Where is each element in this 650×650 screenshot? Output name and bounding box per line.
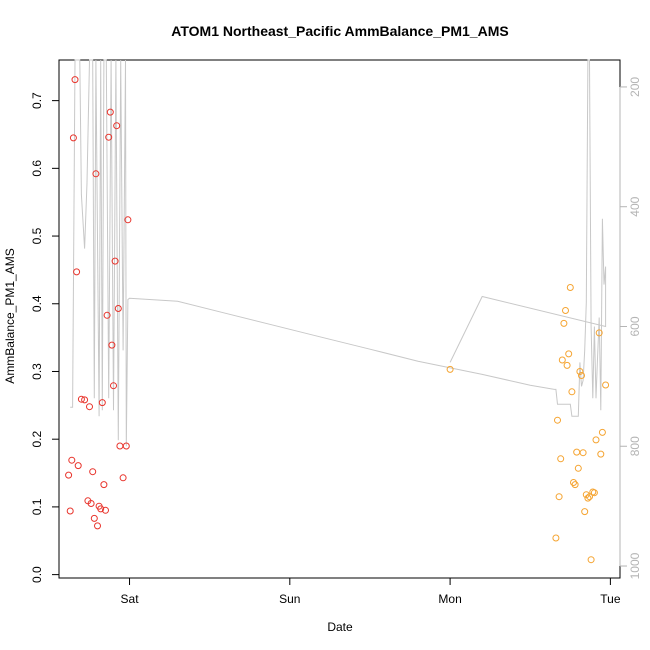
- data-point-series-2: [571, 481, 579, 489]
- data-point-series-1: [87, 500, 95, 507]
- data-point-series-1: [111, 257, 119, 265]
- data-point-series-1: [90, 514, 98, 522]
- data-point-series-2: [595, 329, 603, 337]
- data-point-series-1: [77, 395, 85, 403]
- y2-axis: 200 400 600 800 1000: [619, 77, 642, 579]
- y2-tick-label: 800: [628, 436, 642, 456]
- data-point-series-2: [558, 356, 566, 364]
- data-point-series-2: [574, 464, 582, 472]
- data-point-series-2: [557, 455, 565, 463]
- data-point-series-1: [94, 522, 101, 530]
- y2-tick-label: 1000: [628, 552, 642, 579]
- data-point-series-2: [584, 494, 592, 502]
- y-tick-label: 0.2: [30, 431, 44, 448]
- plot-frame: [58, 59, 621, 579]
- data-point-series-1: [71, 76, 79, 84]
- x-axis: Sat Sun Mon Tue: [121, 577, 621, 606]
- y-axis-label: AmmBalance_PM1_AMS: [3, 248, 17, 383]
- secondary-line-series: [70, 59, 607, 447]
- data-point-series-2: [555, 493, 563, 501]
- plot-box: [58, 59, 621, 579]
- data-point-series-1: [86, 403, 93, 411]
- y2-tick-label: 600: [628, 316, 642, 336]
- data-point-series-1: [105, 133, 113, 141]
- data-point-series-1: [74, 462, 82, 470]
- data-point-series-1: [110, 382, 117, 390]
- data-point-series-1: [65, 471, 73, 479]
- data-point-series-1: [92, 170, 100, 178]
- data-point-series-2: [581, 508, 589, 516]
- data-point-series-2: [554, 416, 561, 424]
- data-point-series-1: [100, 481, 108, 489]
- data-point-series-1: [98, 399, 106, 407]
- y2-tick-label: 200: [628, 77, 642, 97]
- y-tick-label: 0.6: [30, 160, 44, 177]
- y2-tick-label: 400: [628, 196, 642, 216]
- data-point-series-2: [552, 534, 560, 542]
- data-point-series-2: [573, 448, 581, 456]
- data-point-series-1: [97, 505, 105, 513]
- data-point-series-1: [66, 507, 74, 515]
- data-point-series-2: [590, 489, 598, 497]
- data-point-series-1: [103, 311, 111, 319]
- data-point-series-2: [570, 479, 577, 486]
- line-series-layer: [70, 59, 607, 447]
- y-tick-label: 0.0: [30, 566, 44, 583]
- x-tick-label: Sat: [121, 592, 140, 606]
- y-tick-label: 0.5: [30, 227, 44, 244]
- data-point-series-1: [124, 216, 132, 224]
- x-tick-label: Mon: [438, 592, 461, 606]
- data-point-series-2: [563, 361, 571, 369]
- data-point-series-1: [114, 305, 122, 312]
- data-point-series-2: [598, 428, 606, 436]
- y-tick-label: 0.3: [30, 363, 44, 380]
- y-axis: 0.0 0.1 0.2 0.3 0.4 0.5 0.6 0.7: [30, 92, 60, 583]
- data-point-series-2: [579, 449, 587, 457]
- data-point-series-2: [562, 307, 569, 314]
- data-point-series-1: [69, 134, 77, 142]
- chart-title: ATOM1 Northeast_Pacific AmmBalance_PM1_A…: [171, 23, 508, 39]
- data-point-series-1: [89, 468, 97, 476]
- data-point-series-1: [122, 442, 130, 450]
- data-point-series-2: [568, 388, 576, 396]
- points-layer: [65, 76, 610, 564]
- data-point-series-2: [446, 365, 454, 373]
- x-axis-label: Date: [327, 620, 353, 634]
- y-tick-label: 0.7: [30, 92, 44, 109]
- data-point-series-2: [592, 436, 600, 444]
- data-point-series-1: [108, 341, 116, 349]
- data-point-series-1: [73, 268, 81, 276]
- data-point-series-2: [587, 556, 595, 564]
- data-point-series-1: [113, 122, 121, 130]
- data-point-series-1: [102, 506, 109, 514]
- y-tick-label: 0.1: [30, 498, 44, 515]
- data-point-series-2: [560, 319, 568, 327]
- y-tick-label: 0.4: [30, 295, 44, 312]
- data-point-series-2: [602, 381, 610, 389]
- data-point-series-1: [119, 474, 127, 482]
- data-point-series-1: [106, 108, 114, 116]
- data-point-series-1: [116, 442, 124, 450]
- data-point-series-2: [565, 350, 573, 358]
- data-point-series-2: [566, 284, 574, 291]
- data-point-series-2: [597, 450, 605, 458]
- data-point-series-2: [576, 368, 584, 375]
- data-point-series-2: [578, 372, 585, 379]
- x-tick-label: Sun: [279, 592, 300, 606]
- data-point-series-2: [586, 493, 593, 501]
- data-point-series-1: [81, 396, 89, 404]
- data-point-series-1: [68, 456, 76, 464]
- x-tick-label: Tue: [600, 592, 621, 606]
